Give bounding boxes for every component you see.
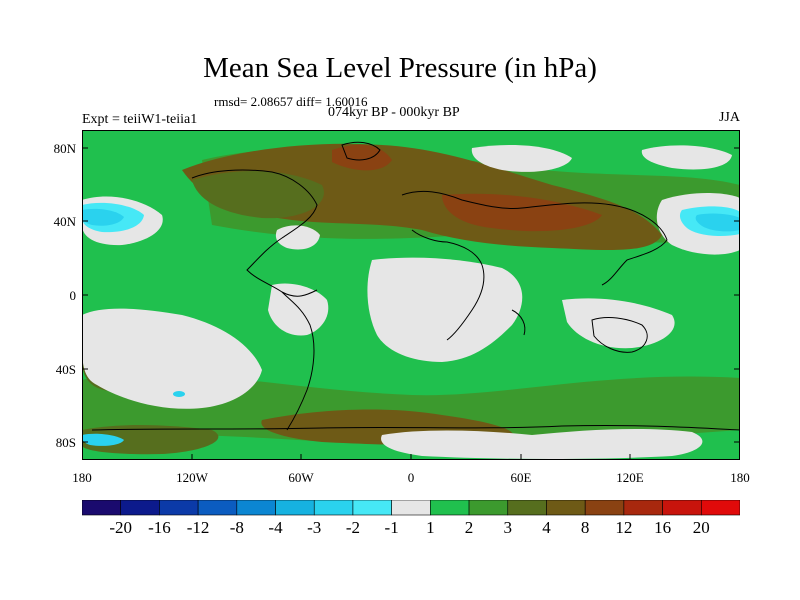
colorbar-tick-label: -16 xyxy=(148,518,171,537)
lat-label-80n: 80N xyxy=(53,141,76,156)
lon-label-180e: 180 xyxy=(730,470,750,485)
colorbar-swatch xyxy=(82,500,122,516)
colorbar-tick-label: -8 xyxy=(229,518,244,537)
colorbar-swatch xyxy=(430,500,470,516)
lon-label-60e: 60E xyxy=(510,470,532,485)
lat-label-40n: 40N xyxy=(53,214,76,229)
colorbar-tick-label: 8 xyxy=(580,518,590,537)
colorbar-swatch xyxy=(507,500,547,516)
colorbar-tick-label: 4 xyxy=(542,518,551,537)
lon-label-120e: 120E xyxy=(616,470,644,485)
lon-label-60w: 60W xyxy=(288,470,314,485)
colorbar-swatch xyxy=(623,500,663,516)
map-ticks xyxy=(82,147,740,460)
colorbar-tick-label: 12 xyxy=(615,518,633,537)
colorbar-swatch xyxy=(313,500,354,516)
colorbar-swatch xyxy=(546,500,586,516)
season-label: JJA xyxy=(718,110,740,125)
pressure-map xyxy=(82,130,740,460)
lat-label-0: 0 xyxy=(69,288,77,303)
colorbar-tick-label: 2 xyxy=(464,518,474,537)
lat-label-80s: 80S xyxy=(55,435,76,450)
colorbar-swatch xyxy=(662,500,702,516)
lon-label-0: 0 xyxy=(407,470,415,485)
colorbar-swatch xyxy=(275,500,315,516)
colorbar-swatch xyxy=(584,500,625,516)
lon-label-120w: 120W xyxy=(176,470,208,485)
rmsd-diff-stats: rmsd= 2.08657 diff= 1.60016 xyxy=(214,94,368,109)
map-fields xyxy=(82,130,740,460)
map-title: Mean Sea Level Pressure (in hPa) xyxy=(203,52,597,84)
colorbar-swatch xyxy=(120,500,160,516)
colorbar-swatch xyxy=(197,500,238,516)
colorbar-swatch xyxy=(352,500,392,516)
colorbar-tick-label: -4 xyxy=(268,518,283,537)
colorbar-swatch xyxy=(236,500,276,516)
colorbar xyxy=(82,500,740,516)
coastlines xyxy=(91,141,740,431)
colorbar-swatch xyxy=(700,500,740,516)
colorbar-tick-label: -2 xyxy=(345,518,361,537)
colorbar-swatch xyxy=(468,500,509,516)
period-label: 074kyr BP - 000kyr BP xyxy=(328,105,460,120)
colorbar-tick-label: 3 xyxy=(503,518,513,537)
experiment-label: Expt = teiiW1-teiia1 xyxy=(82,112,198,127)
colorbar-swatch xyxy=(391,500,431,516)
colorbar-tick-label: -20 xyxy=(109,518,133,537)
colorbar-tick-label: 16 xyxy=(654,518,672,537)
colorbar-swatch xyxy=(159,500,199,516)
lat-label-40s: 40S xyxy=(55,362,76,377)
colorbar-tick-label: -12 xyxy=(186,518,210,537)
colorbar-tick-label: -1 xyxy=(384,518,399,537)
lon-label-180w: 180 xyxy=(72,470,92,485)
colorbar-tick-label: 20 xyxy=(692,518,710,537)
colorbar-tick-label: -3 xyxy=(307,518,322,537)
colorbar-tick-label: 1 xyxy=(426,518,435,537)
